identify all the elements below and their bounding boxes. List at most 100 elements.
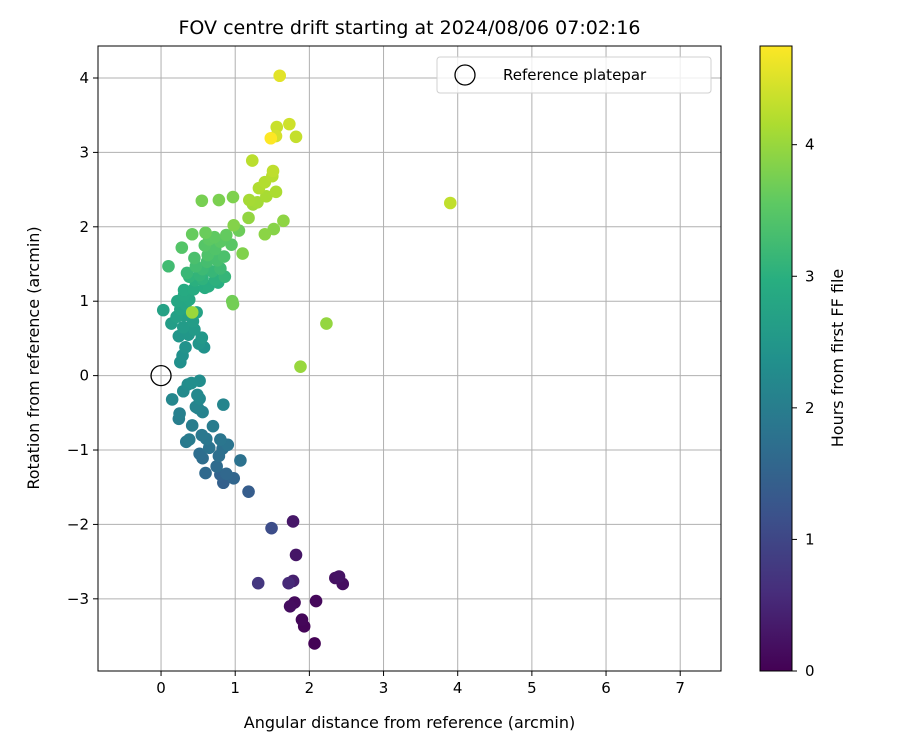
data-point (173, 407, 186, 420)
data-point (199, 226, 212, 240)
x-tick-label: 1 (230, 679, 240, 697)
data-point (195, 194, 209, 208)
legend: Reference platepar (436, 56, 712, 94)
data-point (308, 637, 321, 650)
data-point (176, 320, 190, 334)
data-point (220, 467, 233, 481)
data-point (175, 241, 189, 254)
x-tick-label: 2 (305, 679, 315, 697)
data-point (182, 433, 196, 446)
colorbar-tick-label: 0 (805, 662, 815, 680)
x-tick-label: 0 (156, 679, 166, 697)
colorbar: 0 1 2 3 4 Hours from first FF file (759, 45, 847, 680)
data-point (220, 228, 233, 242)
colorbar-tick-label: 1 (805, 530, 815, 548)
data-point (283, 117, 296, 131)
colorbar-tick-label: 2 (805, 399, 815, 417)
data-point (226, 190, 240, 204)
colorbar-gradient (759, 45, 793, 672)
data-point (193, 447, 206, 461)
grid (98, 46, 721, 671)
legend-marker (454, 64, 476, 86)
plot-frame (97, 45, 722, 672)
data-point (332, 570, 346, 583)
data-point (225, 238, 238, 251)
y-tick-label: −1 (67, 441, 89, 459)
data-point (258, 227, 272, 241)
data-point (199, 466, 212, 480)
data-point (217, 250, 231, 263)
data-point (286, 515, 300, 528)
data-point (185, 419, 199, 432)
data-points (156, 69, 457, 650)
data-point (265, 521, 278, 535)
data-point (156, 303, 170, 317)
data-point (195, 428, 209, 442)
x-tick-label: 3 (379, 679, 389, 697)
data-point (162, 259, 175, 273)
data-point (282, 576, 295, 590)
data-point (294, 360, 307, 373)
data-point (188, 251, 201, 265)
data-point (191, 388, 204, 402)
data-point (217, 398, 230, 411)
data-point (195, 331, 209, 344)
chart-title: FOV centre drift starting at 2024/08/06 … (178, 17, 640, 39)
data-point (295, 613, 309, 626)
data-point (242, 211, 255, 225)
data-point (210, 460, 223, 473)
colorbar-tick-label: 4 (805, 136, 815, 154)
colorbar-label: Hours from first FF file (828, 269, 847, 448)
data-point (320, 317, 333, 330)
data-point (185, 227, 199, 241)
data-point (266, 164, 280, 178)
x-tick-label: 7 (675, 679, 685, 697)
colorbar-tick-label: 3 (805, 267, 815, 285)
data-point (289, 130, 303, 144)
legend-box (436, 56, 712, 94)
data-point (185, 376, 198, 390)
colorbar-ticks: 0 1 2 3 4 (792, 136, 815, 680)
data-point (264, 131, 278, 145)
data-point (273, 69, 287, 83)
y-tick-label: −3 (67, 590, 89, 608)
data-point (260, 189, 273, 203)
data-point (283, 599, 297, 613)
y-axis-label: Rotation from reference (arcmin) (24, 226, 43, 489)
data-point (179, 341, 192, 354)
data-point (269, 185, 283, 199)
x-tick-label: 4 (453, 679, 463, 697)
y-tick-label: −2 (67, 515, 89, 533)
data-point (227, 219, 241, 232)
y-tick-label: 4 (79, 69, 89, 87)
y-tick-label: 2 (79, 218, 89, 236)
data-point (180, 266, 194, 280)
data-point (289, 548, 303, 562)
data-point (212, 193, 226, 207)
data-point (236, 247, 249, 260)
x-axis-label: Angular distance from reference (arcmin) (244, 713, 575, 732)
data-point (185, 306, 199, 319)
data-point (242, 485, 255, 498)
data-point (234, 454, 247, 467)
y-tick-label: 3 (79, 143, 89, 161)
data-point (309, 594, 323, 608)
x-tick-label: 6 (601, 679, 611, 697)
y-tick-label: 0 (79, 367, 89, 385)
reference-platepar-marker (150, 364, 172, 387)
legend-label: Reference platepar (503, 66, 647, 84)
data-point (206, 419, 220, 433)
y-tick-label: 1 (79, 292, 89, 310)
data-point (277, 214, 290, 228)
data-point (165, 393, 179, 406)
data-point (177, 283, 191, 297)
data-point (251, 576, 265, 590)
data-point (443, 196, 457, 210)
data-point (226, 297, 240, 311)
axis-ticks: 0 1 2 3 4 5 6 7 −3 −2 −1 0 1 2 3 4 (67, 69, 685, 697)
data-point (245, 154, 259, 167)
data-point (243, 193, 256, 207)
data-point (214, 433, 227, 446)
x-tick-label: 5 (527, 679, 537, 697)
